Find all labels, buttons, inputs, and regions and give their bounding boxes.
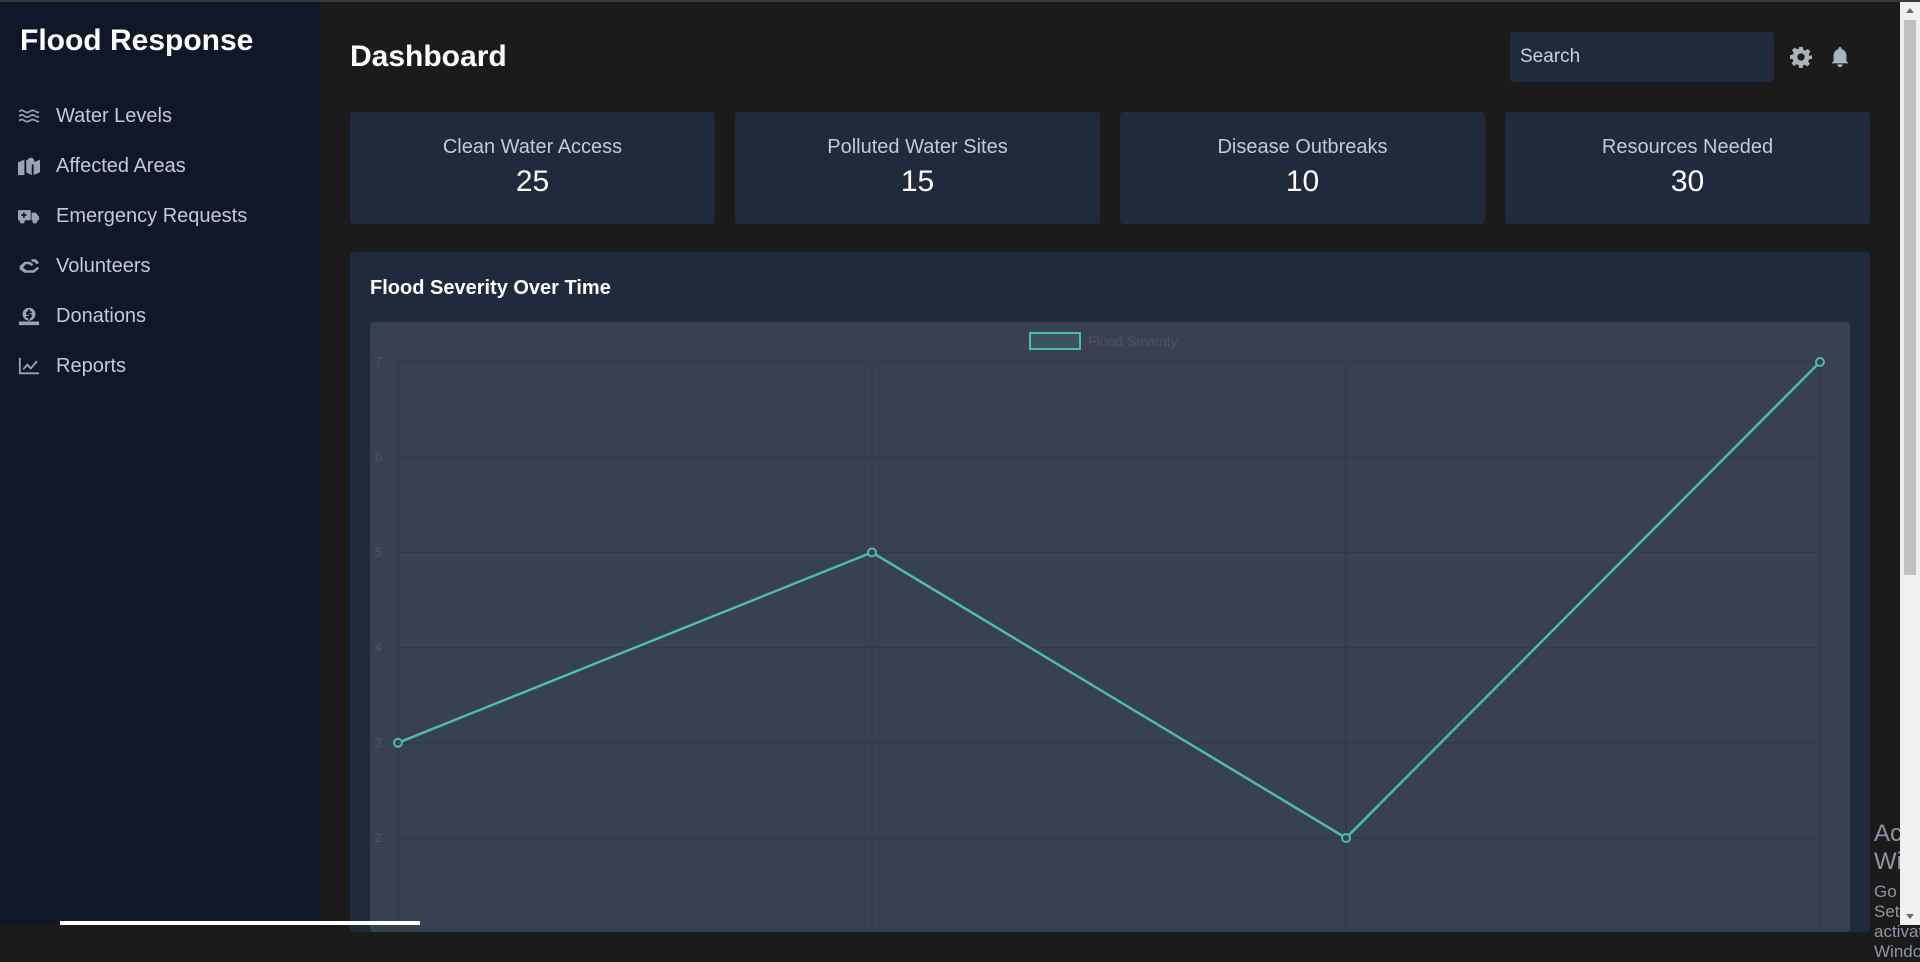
sidebar-item-label: Water Levels <box>56 104 172 127</box>
ambulance-icon <box>18 205 46 227</box>
sidebar-nav: Water Levels Affected Areas Emergency Re… <box>18 91 308 391</box>
horizontal-scrollbar-thumb[interactable] <box>60 921 420 925</box>
sidebar-item-label: Emergency Requests <box>56 204 248 227</box>
sidebar-item-label: Reports <box>56 354 127 377</box>
stat-card-value: 10 <box>1285 165 1320 198</box>
legend-swatch <box>1029 332 1081 350</box>
sidebar-item-label: Affected Areas <box>56 154 186 177</box>
scroll-up-arrow-icon[interactable] <box>1906 8 1914 13</box>
y-tick-label: 7 <box>375 354 382 369</box>
data-point <box>393 737 403 748</box>
line-chart: 7 6 5 4 3 2 Flood Severity <box>370 322 1850 932</box>
legend-label: Flood Severity <box>1088 333 1177 349</box>
window-top-border <box>0 0 1920 2</box>
water-icon <box>18 105 46 127</box>
data-point <box>1815 357 1825 367</box>
y-tick-label: 3 <box>375 735 382 750</box>
chart-svg: 7 6 5 4 3 2 Flood Severity <box>375 332 1825 932</box>
scroll-down-arrow-icon[interactable] <box>1906 914 1914 919</box>
sidebar-item-emergency-requests[interactable]: Emergency Requests <box>18 191 308 241</box>
stat-card-resources-needed: Resources Needed 30 <box>1505 112 1870 224</box>
chart-line-icon <box>18 355 46 377</box>
sidebar: Flood Response Water Levels Affected Are… <box>0 2 320 925</box>
y-tick-label: 2 <box>375 830 382 845</box>
hands-helping-icon <box>18 255 46 277</box>
y-tick-label: 4 <box>375 640 382 655</box>
map-marker-icon <box>18 155 46 177</box>
y-tick-label: 6 <box>375 449 382 464</box>
page-title: Dashboard <box>350 40 507 73</box>
sidebar-item-label: Donations <box>56 304 147 327</box>
search-input[interactable] <box>1510 32 1774 82</box>
stat-card-label: Clean Water Access <box>442 136 623 158</box>
main-content: Dashboard Clean Water Access 25 Polluted… <box>320 2 1920 961</box>
gear-icon[interactable] <box>1790 46 1812 68</box>
chart-title: Flood Severity Over Time <box>370 277 611 299</box>
sidebar-item-affected-areas[interactable]: Affected Areas <box>18 141 308 191</box>
donate-icon <box>18 305 46 327</box>
stat-card-clean-water: Clean Water Access 25 <box>350 112 715 224</box>
sidebar-item-label: Volunteers <box>56 254 151 277</box>
stat-card-value: 25 <box>515 165 550 198</box>
stat-card-value: 15 <box>900 165 935 198</box>
stat-card-value: 30 <box>1670 165 1705 198</box>
stat-card-label: Polluted Water Sites <box>827 136 1008 158</box>
scrollbar-thumb[interactable] <box>1904 20 1916 575</box>
y-tick-label: 5 <box>375 544 382 559</box>
series-line-flood-severity <box>397 361 1821 840</box>
stat-card-polluted-water: Polluted Water Sites 15 <box>735 112 1100 224</box>
sidebar-item-volunteers[interactable]: Volunteers <box>18 241 308 291</box>
data-point <box>867 547 877 558</box>
sidebar-item-reports[interactable]: Reports <box>18 341 308 391</box>
app-brand: Flood Response <box>20 24 254 57</box>
stat-card-label: Disease Outbreaks <box>1217 136 1388 158</box>
stat-cards: Clean Water Access 25 Polluted Water Sit… <box>350 112 1870 224</box>
stat-card-disease-outbreaks: Disease Outbreaks 10 <box>1120 112 1485 224</box>
vertical-scrollbar[interactable] <box>1900 2 1920 925</box>
data-point <box>1341 833 1351 843</box>
sidebar-item-water-levels[interactable]: Water Levels <box>18 91 308 141</box>
chart-panel: Flood Severity Over Time 7 6 5 4 3 2 Flood Sev… <box>350 252 1870 932</box>
sidebar-item-donations[interactable]: Donations <box>18 291 308 341</box>
bell-icon[interactable] <box>1830 46 1850 68</box>
stat-card-label: Resources Needed <box>1601 136 1774 158</box>
